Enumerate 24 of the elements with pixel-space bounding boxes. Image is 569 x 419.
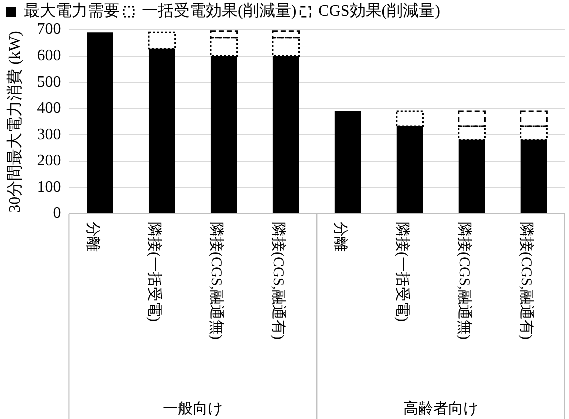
y-tick-label: 500 — [37, 74, 62, 91]
text: 一般向け — [163, 400, 224, 418]
legend-label: 一括受電効果(削減量) — [142, 2, 297, 20]
bar — [334, 111, 362, 214]
x-tick-label: 分離 — [332, 222, 350, 252]
x-tick-label: 隣接(CGS,融通無) — [456, 222, 474, 340]
y-tick-label: 200 — [37, 152, 62, 170]
x-tick-label: 隣接(一括受電) — [146, 222, 164, 322]
x-tick-label: 分離 — [84, 222, 102, 252]
x-tick-label: 隣接(CGS,融通無) — [208, 222, 226, 340]
bar — [87, 32, 114, 214]
y-tick-label: 300 — [37, 126, 62, 144]
y-tick-label: 700 — [37, 21, 62, 38]
y-tick-label: 100 — [37, 178, 62, 196]
legend-label: 最大電力需要 — [24, 2, 120, 20]
text: 高齢者向け — [404, 400, 479, 418]
y-axis-title: 30分間最大電力消費 (kW) — [6, 31, 24, 213]
y-tick-label: 600 — [37, 47, 62, 64]
x-tick-label: 隣接(一括受電) — [394, 222, 412, 322]
x-tick-label: 隣接(CGS,融通有) — [518, 222, 536, 340]
y-tick-label: 400 — [37, 100, 62, 118]
y-tick-label: 0 — [53, 205, 62, 222]
x-tick-label: 隣接(CGS,融通有) — [270, 222, 288, 340]
legend-label: CGS効果(削減量) — [318, 2, 440, 20]
